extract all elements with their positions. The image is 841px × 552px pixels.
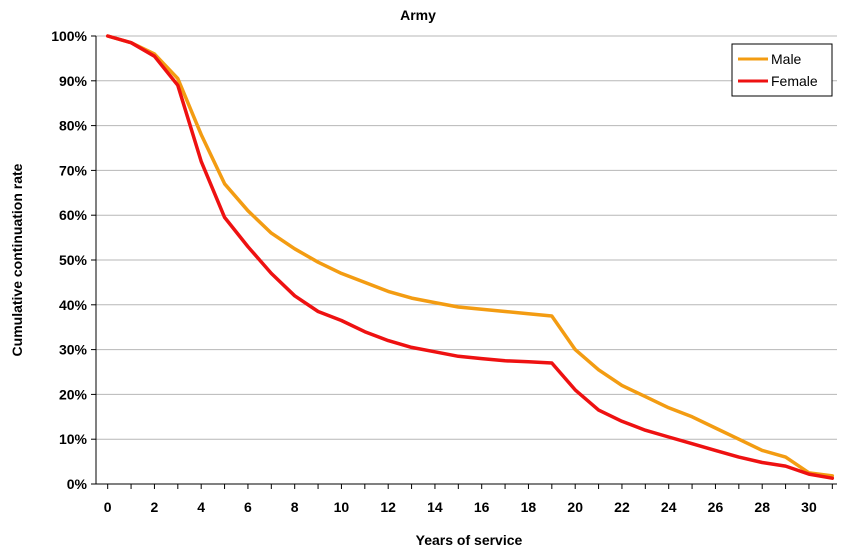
y-tick-label: 20%	[59, 386, 88, 402]
x-tick-label: 26	[708, 499, 724, 515]
x-tick-label: 12	[380, 499, 396, 515]
y-axis-label: Cumulative continuation rate	[9, 163, 25, 356]
y-tick-label: 0%	[67, 476, 88, 492]
x-tick-label: 16	[474, 499, 490, 515]
x-tick-label: 6	[244, 499, 252, 515]
legend-box	[731, 43, 833, 97]
legend: Male Female	[731, 43, 833, 97]
y-tick-label: 40%	[59, 297, 88, 313]
y-tick-label: 60%	[59, 207, 88, 223]
y-tick-label: 50%	[59, 252, 88, 268]
x-tick-label: 0	[104, 499, 112, 515]
series-lines	[105, 34, 835, 480]
x-tick-label: 18	[521, 499, 537, 515]
axes	[91, 35, 837, 489]
y-tick-label: 90%	[59, 73, 88, 89]
legend-label-female: Female	[771, 73, 818, 89]
x-axis-label: Years of service	[416, 532, 523, 548]
y-tick-label: 100%	[51, 28, 87, 44]
x-tick-label: 8	[291, 499, 299, 515]
x-tick-label: 28	[754, 499, 770, 515]
x-tick-label: 24	[661, 499, 677, 515]
y-tick-label: 80%	[59, 118, 88, 134]
x-tick-label: 2	[151, 499, 159, 515]
x-tick-label: 10	[334, 499, 350, 515]
chart-title: Army	[400, 7, 436, 23]
y-tick-label: 70%	[59, 162, 88, 178]
legend-label-male: Male	[771, 51, 802, 67]
x-tick-label: 20	[567, 499, 583, 515]
gridlines	[96, 35, 837, 440]
y-tick-label: 30%	[59, 342, 88, 358]
x-tick-label: 4	[197, 499, 205, 515]
tick-labels: 0%10%20%30%40%50%60%70%80%90%100%0 2 4 6 8 10…	[51, 28, 817, 515]
x-tick-label: 22	[614, 499, 630, 515]
series-line-female	[105, 34, 835, 480]
x-tick-label: 14	[427, 499, 443, 515]
x-tick-label: 30	[801, 499, 817, 515]
series-line-male	[105, 34, 835, 478]
y-tick-label: 10%	[59, 431, 88, 447]
